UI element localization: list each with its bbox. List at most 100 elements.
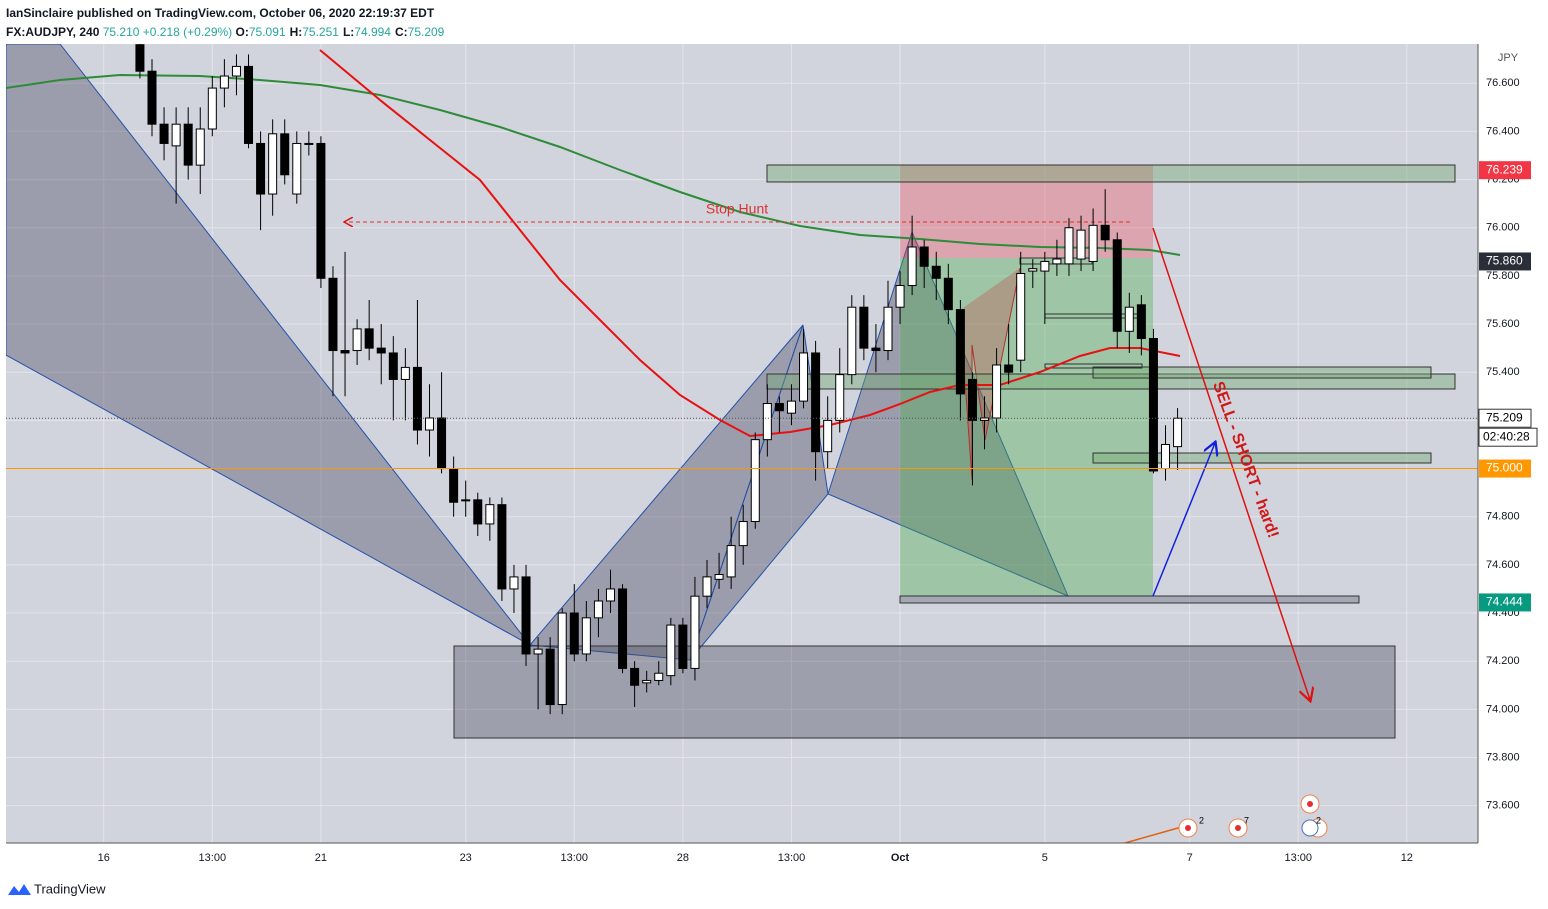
symbol: FX:AUDJPY, 240 <box>6 25 100 39</box>
candle-body <box>304 142 314 145</box>
candle-body <box>750 439 760 523</box>
candle-body <box>919 246 929 267</box>
candle-body <box>509 576 519 590</box>
candle-body <box>738 521 748 547</box>
event-count: 2 <box>1199 815 1204 825</box>
price-label: 74.444 <box>1486 595 1523 609</box>
ohlc-value: 75.091 <box>248 25 286 39</box>
candle-body <box>593 600 603 619</box>
candle-body <box>1161 443 1171 470</box>
candle-body <box>690 595 700 669</box>
x-tick-label: 28 <box>677 852 689 864</box>
candle-body <box>1136 304 1146 340</box>
candle-body <box>135 44 145 72</box>
ohlc-value: 75.251 <box>302 25 339 39</box>
demand-zone <box>453 645 1396 739</box>
price-label-box <box>1479 459 1531 478</box>
candle-body <box>425 417 435 431</box>
candle-body <box>412 366 422 431</box>
candle-body <box>630 667 640 686</box>
ohlc-key: O: <box>235 25 249 39</box>
price-label-box <box>1479 161 1531 180</box>
candle-body <box>352 328 362 352</box>
x-tick-label: 16 <box>98 852 110 864</box>
countdown-box <box>1478 427 1538 447</box>
x-tick-label: 7 <box>1187 852 1193 864</box>
candle-body <box>1124 306 1134 332</box>
y-tick-label: 74.600 <box>1486 559 1520 571</box>
price-label: 75.209 <box>1486 410 1523 424</box>
candle-body <box>388 352 398 380</box>
candle-body <box>1148 338 1158 472</box>
candle-body <box>1028 268 1038 272</box>
y-tick-label: 74.800 <box>1486 511 1520 523</box>
candle-body <box>437 417 447 470</box>
x-tick-label: 23 <box>460 852 472 864</box>
x-tick-label: 5 <box>1042 852 1048 864</box>
x-tick-label: 13:00 <box>778 852 806 864</box>
price-label: 76.239 <box>1486 162 1523 176</box>
candle-body <box>799 352 809 402</box>
candle-body <box>497 504 507 590</box>
x-tick-label: 21 <box>315 852 327 864</box>
candle-body <box>364 328 374 349</box>
zone <box>766 164 1456 183</box>
x-tick-label: 13:00 <box>561 852 589 864</box>
candle-body <box>461 499 471 502</box>
candle-body <box>473 499 483 525</box>
candle-body <box>219 75 229 89</box>
time-axis <box>6 843 1478 870</box>
header: IanSinclaire published on TradingView.co… <box>6 4 448 42</box>
currency: JPY <box>1498 52 1519 64</box>
candle-body <box>1004 364 1014 373</box>
candle-body <box>618 588 628 669</box>
candle-body <box>1052 258 1062 265</box>
candle-body <box>340 350 350 354</box>
y-tick-label: 76.600 <box>1486 77 1520 89</box>
y-tick-label: 74.200 <box>1486 655 1520 667</box>
y-tick-label: 75.400 <box>1486 366 1520 378</box>
candle-body <box>159 123 169 144</box>
candle-body <box>256 142 266 195</box>
candle-body <box>859 306 869 349</box>
candle-body <box>569 612 579 655</box>
y-tick-label: 73.600 <box>1486 800 1520 812</box>
candle-body <box>883 306 893 352</box>
x-tick-label: 13:00 <box>199 852 227 864</box>
event-dot <box>1235 825 1241 831</box>
candle-body <box>400 366 410 380</box>
candle-body <box>268 133 278 195</box>
candle-body <box>533 648 543 655</box>
candle-body <box>967 378 977 421</box>
zone <box>1092 366 1432 379</box>
candles <box>6 44 1478 715</box>
candle-body <box>1173 417 1183 448</box>
zone <box>1092 452 1432 464</box>
y-tick-label: 75.800 <box>1486 270 1520 282</box>
change: +0.218 (+0.29%) <box>142 25 233 39</box>
candle-body <box>1112 239 1122 332</box>
candle-body <box>195 128 205 166</box>
candle-body <box>1016 272 1026 361</box>
candle-body <box>714 573 724 580</box>
candle-body <box>280 133 290 176</box>
candle-body <box>557 612 567 706</box>
y-tick-label: 74.000 <box>1486 703 1520 715</box>
candle-body <box>823 419 833 453</box>
candle-body <box>762 403 772 441</box>
candle-body <box>292 142 302 195</box>
candle-body <box>581 617 591 655</box>
countdown: 02:40:28 <box>1483 429 1530 443</box>
candle-body <box>183 123 193 166</box>
axes: 73.60073.80074.00074.20074.40074.60074.8… <box>98 77 1538 864</box>
y-tick-label: 76.000 <box>1486 222 1520 234</box>
published: IanSinclaire published on TradingView.co… <box>6 6 435 20</box>
candle-body <box>147 70 157 125</box>
event-dot <box>1185 825 1191 831</box>
event-dot <box>1307 801 1313 807</box>
candle-body <box>316 142 326 279</box>
candle-body <box>1100 224 1110 241</box>
candle-body <box>207 87 217 130</box>
candle-body <box>871 347 881 352</box>
